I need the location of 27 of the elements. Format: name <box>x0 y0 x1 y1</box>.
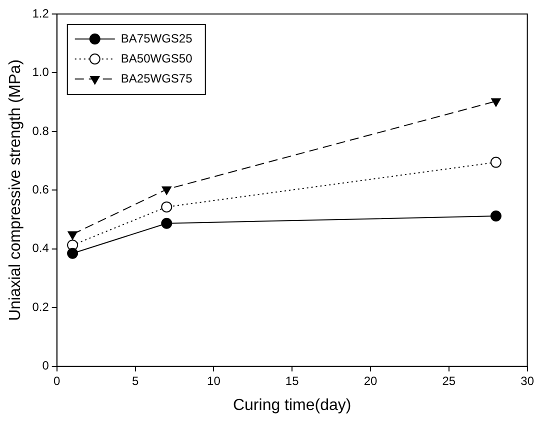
x-tick-label: 20 <box>364 374 378 388</box>
point <box>162 186 172 195</box>
x-tick-label: 25 <box>442 374 456 388</box>
x-axis-title: Curing time(day) <box>232 396 352 414</box>
point <box>161 218 172 229</box>
y-tick-label: 0.4 <box>32 241 50 256</box>
y-axis-title: Uniaxial compressive strength (MPa) <box>7 59 24 321</box>
y-tick-label: 0 <box>42 358 50 373</box>
y-tick-label: 0.6 <box>32 182 50 197</box>
x-tick-label: 5 <box>132 374 139 388</box>
x-tick-label: 30 <box>520 374 534 388</box>
y-tick-label: 0.2 <box>32 300 50 314</box>
y-tick-label: 1.0 <box>32 65 50 80</box>
legend-label: BA25WGS75 <box>120 71 193 86</box>
x-tick-label: 10 <box>207 374 221 388</box>
point <box>161 201 172 212</box>
x-tick-label: 0 <box>54 374 61 388</box>
point <box>68 231 78 240</box>
legend-label: BA75WGS25 <box>120 31 193 46</box>
point <box>491 98 501 107</box>
x-tick-label: 15 <box>285 374 300 388</box>
y-tick-label: 1.2 <box>32 6 50 20</box>
legend-label: BA50WGS50 <box>120 51 193 66</box>
point <box>490 156 502 168</box>
y-tick-label: 0.8 <box>32 124 50 138</box>
point <box>490 210 502 222</box>
point <box>67 248 78 259</box>
